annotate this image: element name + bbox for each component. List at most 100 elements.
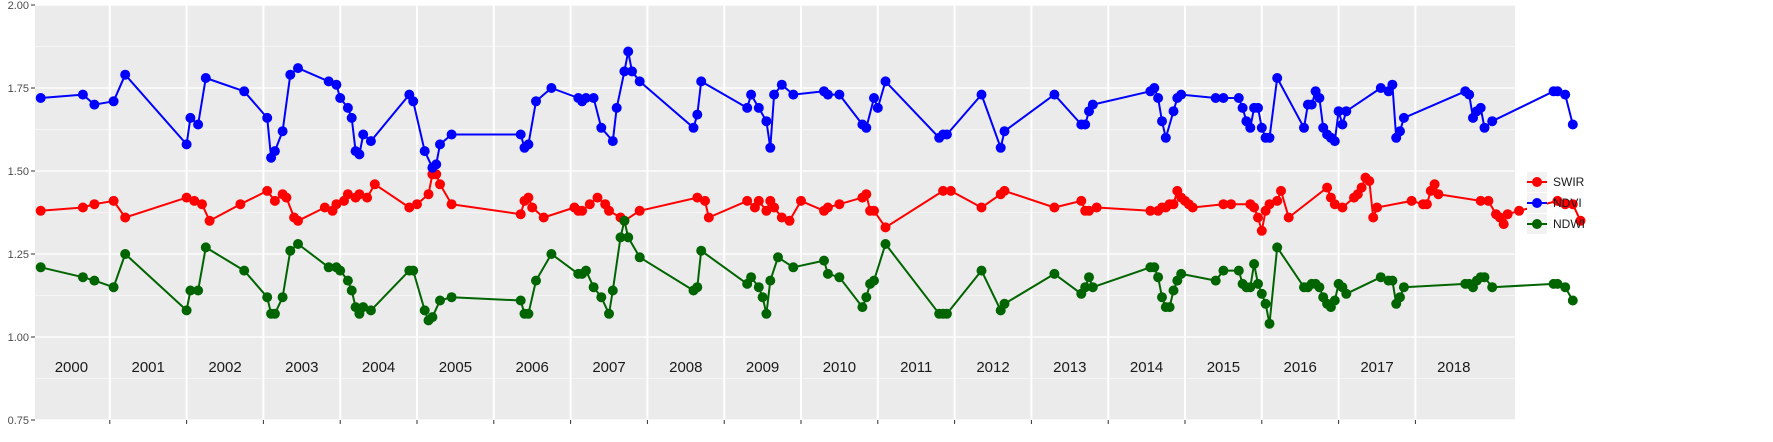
y-axis: 0.75 1.00 1.25 1.50 1.75 2.00 [8,0,1416,427]
legend-label-ndvi: NDVI [1553,196,1582,210]
data-point-ndvi [277,126,288,137]
data-point-ndwi [1272,242,1283,253]
data-point-ndwi [523,308,534,319]
data-point-ndvi [761,116,772,127]
data-point-ndwi [761,308,772,319]
year-label: 2003 [285,359,318,376]
data-point-ndwi [581,265,591,276]
data-point-ndvi [419,146,430,157]
data-point-swir [1272,195,1283,206]
data-point-swir [1372,202,1382,213]
data-point-ndvi [1176,89,1187,100]
data-point-ndvi [869,93,879,103]
data-point-ndvi [108,96,119,107]
data-point-ndvi [788,89,799,100]
data-point-swir [404,202,415,213]
data-point-ndwi [819,255,829,266]
data-point-ndwi [588,282,599,293]
year-label: 2018 [1437,359,1470,376]
data-point-ndwi [1567,295,1578,306]
data-point-ndvi [880,76,891,87]
data-point-ndvi [185,112,196,123]
y-tick-label: 1.25 [8,249,29,261]
data-point-ndwi [1264,318,1275,329]
y-tick-label: 1.00 [8,332,29,344]
data-point-ndwi [834,272,845,283]
data-point-ndwi [1168,285,1179,296]
data-point-ndvi [776,79,787,90]
data-point-ndvi [323,76,334,87]
data-point-ndvi [1168,106,1179,117]
data-point-swir [577,205,588,216]
data-point-ndvi [1560,89,1571,100]
data-point-ndvi [1157,116,1167,127]
data-point-ndwi [446,292,457,303]
legend-label-ndwi: NDWI [1553,217,1585,231]
data-point-ndwi [765,275,776,286]
data-point-ndvi [861,122,872,133]
data-point-swir [1567,199,1578,210]
data-point-swir [1084,205,1094,216]
data-point-ndwi [200,242,211,253]
data-point-swir [1552,195,1563,206]
data-point-ndwi [623,232,634,243]
data-point-swir [523,192,534,203]
data-point-swir [1091,202,1102,213]
data-point-swir [634,205,645,216]
data-point-swir [796,195,806,206]
data-point-swir [262,185,273,196]
data-point-ndvi [435,139,445,150]
data-point-swir [89,199,100,210]
data-point-ndvi [753,102,764,113]
data-point-ndvi [634,76,645,87]
data-point-swir [538,212,549,223]
data-point-ndwi [1479,272,1490,283]
data-point-swir [1514,205,1525,216]
data-point-swir [1168,199,1179,210]
data-point-swir [999,185,1010,196]
data-point-ndvi [588,93,599,103]
data-point-swir [869,205,879,216]
data-point-ndwi [293,239,303,249]
data-point-swir [976,202,987,213]
data-point-swir [369,179,380,190]
data-point-ndvi [1087,99,1098,110]
data-point-ndvi [1210,93,1221,103]
data-point-swir [1560,199,1571,210]
data-point-ndwi [757,292,768,303]
data-point-swir [822,202,833,213]
year-label: 2002 [208,359,241,376]
data-point-ndvi [358,129,369,140]
data-point-swir [446,199,457,210]
data-point-swir [1226,199,1237,210]
data-point-ndwi [822,268,833,279]
data-point-ndwi [515,295,526,306]
data-point-ndwi [77,272,88,283]
data-point-ndvi [1479,122,1490,133]
data-point-ndwi [1176,268,1187,279]
data-point-ndvi [1253,102,1263,113]
data-point-ndvi [1475,102,1486,113]
data-point-ndvi [200,73,211,83]
data-point-swir [938,185,949,196]
data-point-ndvi [765,142,776,153]
data-point-ndwi [365,305,376,316]
data-point-ndwi [181,305,192,316]
data-point-ndvi [746,89,757,100]
data-point-swir [1364,176,1375,186]
data-point-ndwi [1375,272,1386,283]
year-label: 2009 [746,359,779,376]
data-point-ndvi [1080,119,1091,130]
data-point-ndvi [1567,119,1578,130]
data-point-ndwi [1487,282,1498,293]
data-point-ndwi [1560,282,1571,293]
data-point-swir [435,179,445,190]
data-point-swir [769,202,780,213]
data-point-ndvi [262,112,273,123]
data-point-swir [700,195,710,206]
data-point-ndwi [634,252,645,263]
data-point-swir [1049,202,1060,213]
data-point-ndvi [1218,93,1229,103]
data-point-ndwi [1084,272,1094,283]
data-point-ndwi [193,285,204,296]
